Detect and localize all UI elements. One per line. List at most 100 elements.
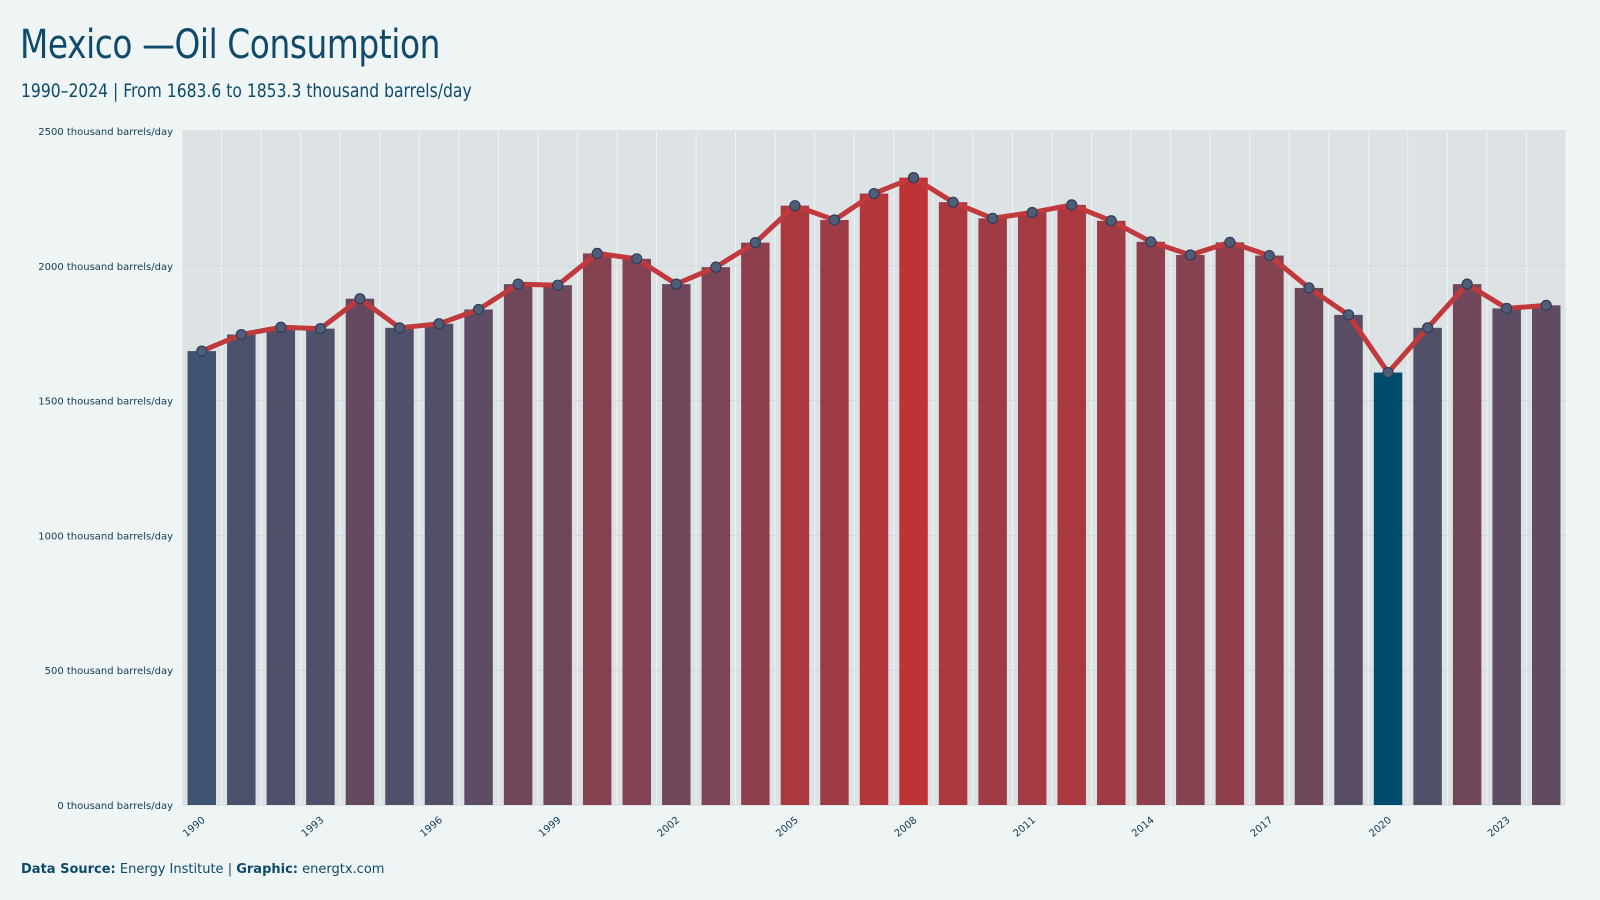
x-tick-label: 2017	[1249, 815, 1276, 840]
marker-2002	[670, 278, 682, 290]
footer-separator: |	[227, 862, 233, 877]
x-tick-label: 1993	[300, 815, 327, 840]
x-axis-ticks: 1990 1993 1996 1999 2002 2005 2008 2011 2014 2017…	[181, 815, 1512, 840]
marker-2008	[907, 172, 920, 184]
bar-2018	[1294, 287, 1324, 805]
bar-1990	[187, 351, 217, 805]
marker-2005	[789, 200, 801, 212]
footer: Data Source: Energy Institute | Graphic:…	[21, 862, 384, 877]
chart-title: Mexico —Oil Consumption	[20, 22, 441, 68]
marker-2013	[1105, 215, 1117, 227]
marker-1993	[314, 323, 326, 335]
bar-2003	[701, 267, 731, 805]
marker-2019	[1342, 309, 1355, 321]
marker-2022	[1461, 278, 1473, 290]
bar-1995	[385, 327, 414, 805]
bar-2006	[820, 219, 849, 805]
bar-2017	[1255, 255, 1284, 806]
bar-2007	[859, 193, 889, 806]
marker-1995	[393, 322, 406, 334]
y-tick-label: 2500 thousand barrels/day	[38, 127, 173, 138]
x-tick-label: 2005	[774, 815, 801, 840]
markers-group	[196, 172, 1552, 379]
marker-2024	[1540, 299, 1552, 311]
marker-1998	[512, 278, 524, 290]
bar-2015	[1176, 255, 1205, 806]
bar-1994	[345, 298, 375, 805]
x-tick-label: 2002	[656, 815, 683, 840]
bar-2024	[1531, 305, 1561, 805]
marker-2015	[1184, 249, 1196, 261]
bar-2004	[741, 242, 770, 806]
marker-1994	[354, 293, 366, 305]
bar-1997	[464, 309, 493, 805]
bar-2023	[1492, 308, 1521, 805]
bar-2002	[662, 284, 691, 805]
x-tick-label: 1996	[418, 815, 445, 840]
y-tick-label: 2000 thousand barrels/day	[38, 262, 173, 273]
marker-2010	[987, 212, 999, 224]
marker-1992	[275, 321, 287, 333]
marker-1990	[196, 345, 208, 357]
y-tick-label: 0 thousand barrels/day	[57, 801, 173, 812]
chart-subtitle: 1990–2024 | From 1683.6 to 1853.3 thousa…	[21, 80, 472, 102]
y-axis-ticks: 0 thousand barrels/day 500 thousand barre…	[38, 127, 173, 812]
bar-2010	[978, 218, 1007, 805]
x-tick-label: 1999	[537, 815, 564, 840]
marker-2012	[1066, 199, 1078, 211]
x-tick-label: 2020	[1367, 815, 1394, 840]
bar-2021	[1413, 327, 1442, 805]
bars-group	[187, 177, 1561, 806]
y-tick-label: 500 thousand barrels/day	[45, 666, 173, 677]
marker-2009	[947, 196, 959, 208]
marker-2023	[1501, 302, 1513, 314]
marker-2016	[1224, 236, 1236, 248]
marker-2003	[710, 261, 722, 273]
bar-2005	[780, 205, 810, 805]
bar-2008	[899, 177, 928, 805]
x-tick-label: 2014	[1130, 815, 1157, 840]
marker-2007	[868, 187, 880, 200]
source-label: Data Source:	[21, 862, 116, 877]
marker-2020	[1382, 366, 1394, 379]
bar-1998	[503, 284, 533, 805]
bar-2011	[1017, 212, 1047, 806]
marker-2017	[1263, 249, 1276, 262]
bar-1993	[306, 328, 335, 805]
marker-1996	[433, 318, 445, 330]
marker-2004	[749, 237, 761, 249]
bar-2019	[1334, 314, 1363, 805]
marker-1991	[235, 328, 247, 341]
bar-2013	[1097, 220, 1126, 805]
marker-2011	[1026, 206, 1038, 219]
bar-2009	[938, 202, 968, 806]
bar-1992	[266, 327, 296, 805]
bar-1999	[543, 285, 572, 806]
graphic-value: energtx.com	[302, 862, 385, 877]
x-tick-label: 2008	[893, 815, 920, 840]
bar-2000	[582, 253, 612, 805]
x-tick-label: 2023	[1486, 815, 1513, 840]
marker-1999	[552, 279, 564, 291]
marker-2006	[828, 214, 841, 226]
bar-2014	[1136, 241, 1166, 805]
bar-2016	[1215, 242, 1245, 806]
marker-2021	[1421, 322, 1434, 334]
source-value: Energy Institute	[119, 862, 224, 877]
x-tick-label: 2011	[1012, 815, 1039, 840]
marker-2000	[591, 247, 603, 259]
x-tick-label: 1990	[181, 815, 208, 840]
y-tick-label: 1500 thousand barrels/day	[38, 397, 173, 408]
marker-2014	[1145, 236, 1157, 248]
marker-1997	[472, 303, 485, 316]
marker-2001	[631, 253, 643, 265]
bar-2022	[1452, 284, 1482, 805]
bar-1991	[227, 334, 256, 805]
y-tick-label: 1000 thousand barrels/day	[38, 531, 173, 542]
bar-1996	[424, 323, 454, 805]
graphic-label: Graphic:	[236, 862, 298, 877]
bar-2012	[1057, 204, 1086, 805]
marker-2018	[1303, 282, 1315, 294]
bar-2001	[622, 258, 651, 805]
